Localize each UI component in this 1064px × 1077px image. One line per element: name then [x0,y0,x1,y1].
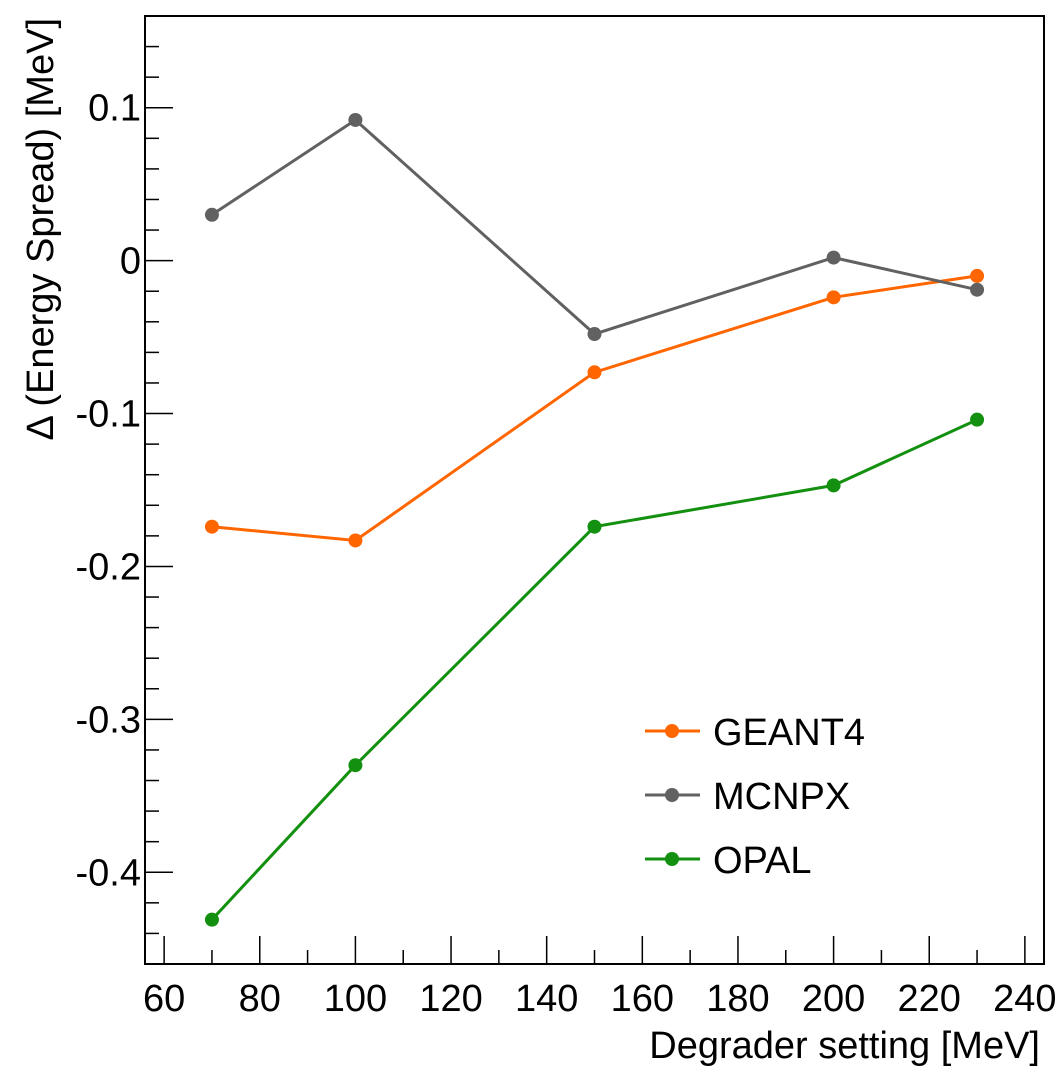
x-tick-label: 160 [611,978,674,1020]
data-point-opal [970,412,985,427]
y-tick-label: 0 [120,241,141,283]
data-point-geant4 [587,365,602,380]
series-line-geant4 [211,274,978,543]
series-geant4 [204,268,985,548]
x-tick-label: 80 [239,978,281,1020]
x-tick-label: 240 [993,978,1056,1020]
y-tick-label: -0.4 [76,852,141,894]
series-opal [204,412,985,927]
data-point-opal [826,478,841,493]
x-tick-label: 220 [898,978,961,1020]
x-axis-title: Degrader setting [MeV] [649,1025,1040,1067]
legend-label-opal: OPAL [713,840,812,882]
data-point-mcnpx [204,207,219,222]
x-axis-ticks: 60 80 100 120 140 160 180 200 220 240 [143,936,1057,1020]
legend-label-geant4: GEANT4 [713,712,865,754]
data-point-geant4 [970,268,985,283]
series-line-opal [210,418,978,921]
legend-marker-geant4 [665,724,679,738]
x-tick-label: 100 [324,978,387,1020]
x-tick-label: 140 [515,978,578,1020]
data-point-mcnpx [970,282,985,297]
series-layer [204,112,985,927]
data-point-geant4 [348,533,363,548]
legend-marker-mcnpx [665,788,679,802]
series-mcnpx [204,112,985,342]
y-tick-label: -0.3 [76,699,141,741]
legend: GEANT4 MCNPX OPAL [645,712,865,882]
data-point-geant4 [204,519,219,534]
data-point-mcnpx [826,250,841,265]
x-tick-label: 200 [802,978,865,1020]
y-axis-title: Δ (Energy Spread) [MeV] [20,18,62,440]
legend-label-mcnpx: MCNPX [713,776,850,818]
y-axis-ticks: 0.1 0 -0.1 -0.2 -0.3 -0.4 [76,15,173,965]
x-tick-label: 120 [419,978,482,1020]
data-point-mcnpx [348,112,363,127]
data-point-geant4 [826,290,841,305]
y-tick-label: -0.2 [76,546,141,588]
data-point-opal [348,758,363,773]
legend-marker-opal [665,852,679,866]
data-point-opal [204,912,219,927]
x-tick-label: 60 [143,978,185,1020]
y-tick-label: -0.1 [76,394,141,436]
data-point-mcnpx [587,327,602,342]
plot-frame [144,15,1045,965]
series-line-mcnpx [211,118,978,336]
y-tick-label: 0.1 [88,88,141,130]
data-point-opal [587,519,602,534]
x-tick-label: 180 [706,978,769,1020]
